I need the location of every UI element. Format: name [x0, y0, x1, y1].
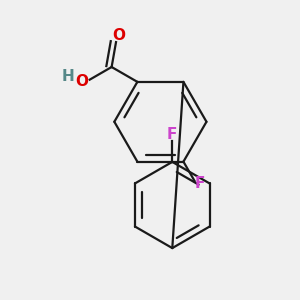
Text: H: H	[61, 69, 74, 84]
Text: F: F	[167, 127, 178, 142]
Text: O: O	[75, 74, 88, 88]
Text: F: F	[195, 176, 205, 191]
Text: O: O	[112, 28, 125, 43]
